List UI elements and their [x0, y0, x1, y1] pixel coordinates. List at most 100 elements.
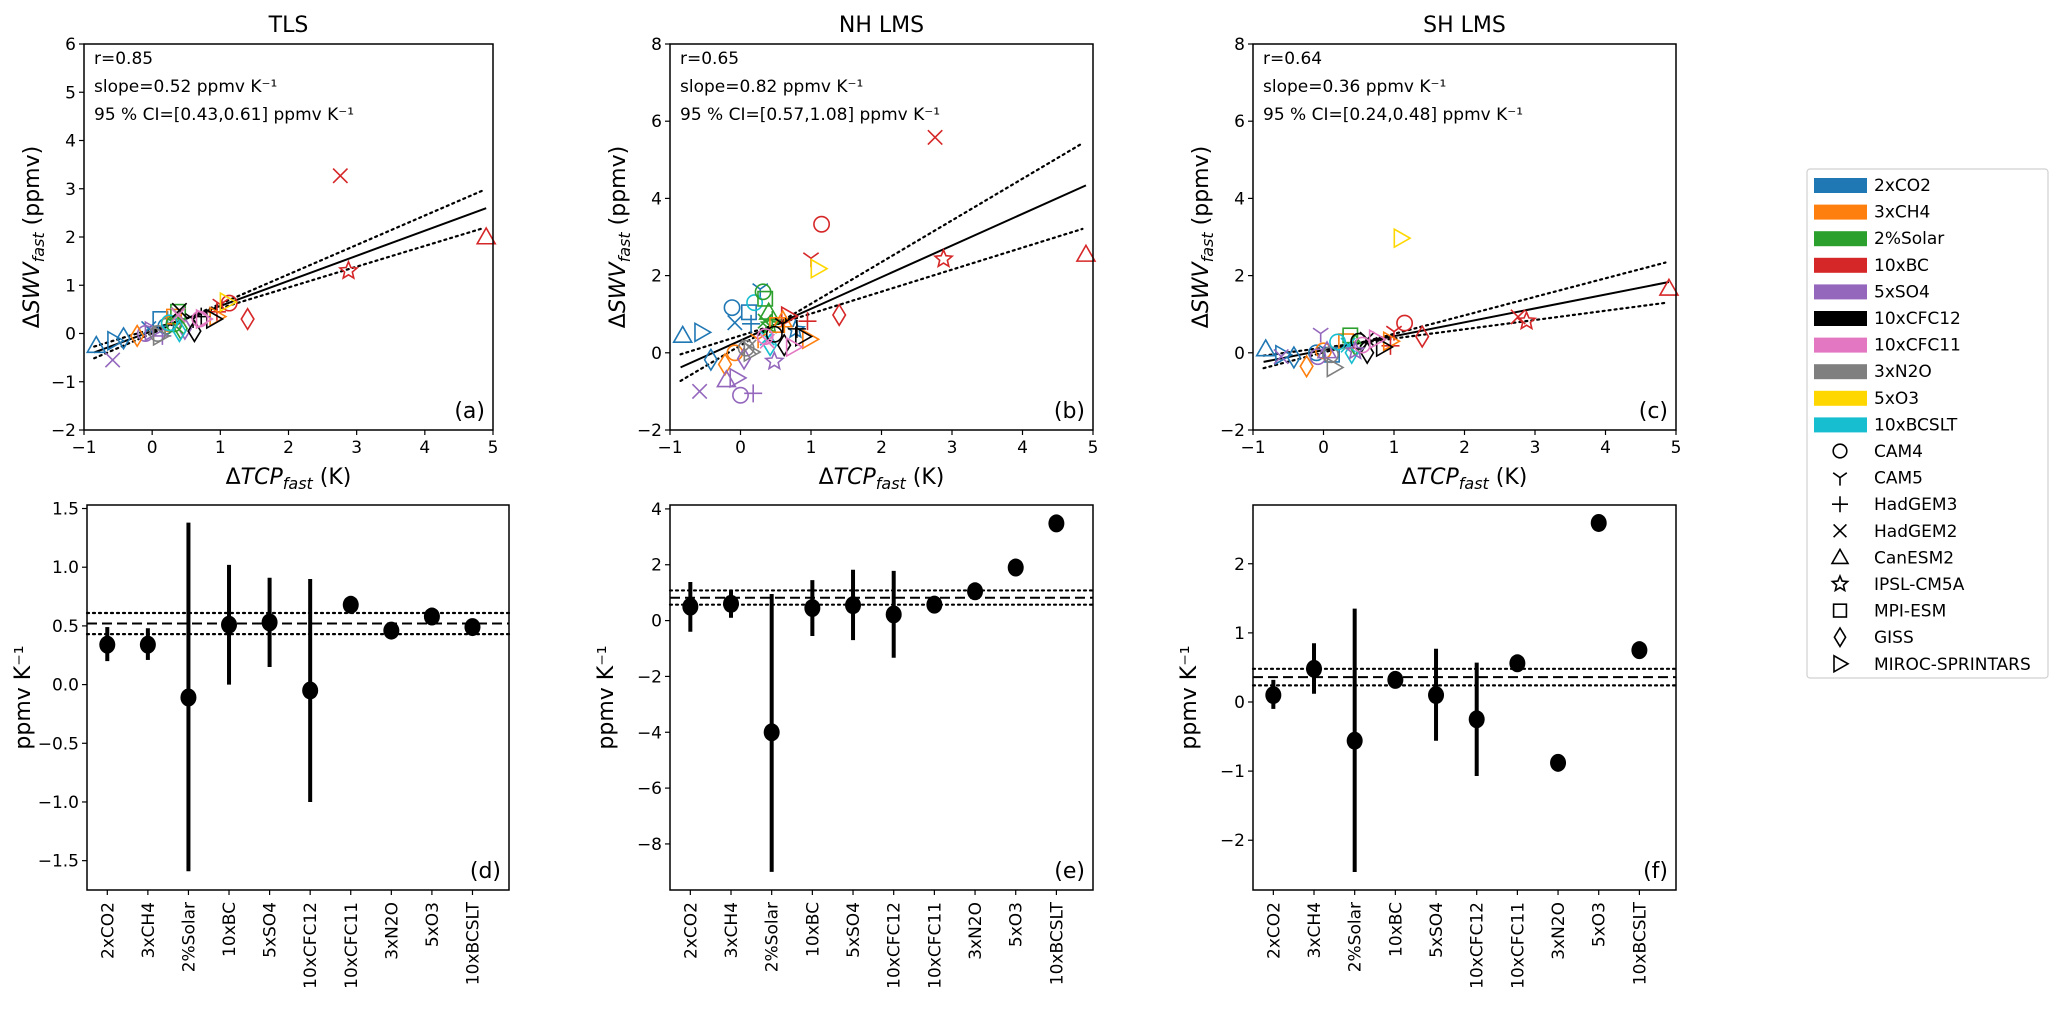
data-point: [776, 333, 792, 357]
y-tick-label: 0: [651, 344, 662, 364]
data-point: [785, 336, 804, 358]
data-point: [1255, 338, 1277, 357]
y-tick-label: 6: [1234, 112, 1245, 132]
ci-upper-line: [93, 189, 484, 360]
category-label: 10xBCSLT: [1630, 901, 1650, 985]
category-label: 10xCFC11: [342, 902, 362, 989]
y-tick-label: 1.0: [52, 558, 79, 578]
data-point: [765, 325, 783, 343]
data-point: [1590, 513, 1607, 532]
panel-b: NH LMS −1 0 1 2 3 4 5 −2 0 2 4 6 8 ΔTCPfast (K) ΔSWVfas…: [606, 13, 1098, 493]
data-point: [831, 303, 847, 327]
legend-label: 2xCO2: [1874, 176, 1931, 196]
legend-frame: [1806, 168, 2049, 679]
x-tick-label: −1: [657, 438, 682, 458]
category-label: 10xCFC12: [301, 902, 321, 989]
y-tick-label: 4: [1234, 189, 1245, 209]
plot-frame: [1252, 504, 1677, 891]
y-tick-label: −8: [637, 835, 662, 855]
annotation-0: r=0.65: [680, 49, 739, 69]
y-tick-label: −0.5: [38, 734, 79, 754]
category-label: 3xCH4: [1305, 902, 1325, 958]
x-tick-label: 5: [488, 438, 499, 458]
panel-title: NH LMS: [839, 13, 924, 38]
x-tick-label: 3: [947, 438, 958, 458]
data-point: [723, 299, 741, 317]
legend-swatch: [1814, 311, 1867, 326]
data-point: [742, 314, 761, 333]
data-point: [810, 258, 829, 280]
legend-swatch: [1814, 178, 1867, 193]
category-label: 2%Solar: [1346, 902, 1366, 972]
data-point: [1306, 659, 1323, 678]
y-tick-label: 4: [651, 189, 662, 209]
legend-label: MPI-ESM: [1874, 602, 1946, 622]
data-point: [932, 247, 955, 268]
annotation-2: 95 % CI=[0.24,0.48] ppmv K⁻¹: [1263, 105, 1523, 125]
data-point: [732, 386, 749, 404]
y-tick-label: 0: [1234, 344, 1245, 364]
data-point: [464, 618, 481, 637]
data-point: [802, 328, 821, 350]
y-tick-label: −4: [637, 723, 662, 743]
category-label: 10xBCSLT: [463, 901, 483, 985]
data-point: [759, 333, 776, 349]
data-point: [1393, 227, 1412, 249]
panel-title: TLS: [268, 13, 309, 38]
data-point: [383, 621, 400, 640]
data-point: [769, 317, 786, 334]
data-point: [1265, 686, 1282, 705]
y-axis-label: ppmv K⁻¹: [594, 645, 619, 749]
panel-label: (b): [1054, 399, 1085, 424]
data-point: [1286, 345, 1302, 370]
data-point: [1344, 339, 1366, 360]
x-tick-label: −1: [71, 438, 96, 458]
panel-label: (d): [470, 859, 501, 884]
legend-label: IPSL-CM5A: [1874, 575, 1965, 595]
y-tick-label: −6: [637, 779, 662, 799]
x-tick-label: 1: [806, 438, 817, 458]
data-point: [1299, 354, 1314, 379]
tri-down-marker-icon: [1832, 472, 1848, 486]
data-point: [302, 681, 319, 700]
annotation-0: r=0.85: [94, 49, 153, 69]
data-point: [1309, 348, 1327, 366]
category-label: 2xCO2: [98, 902, 118, 959]
category-label: 10xCFC12: [1468, 902, 1488, 989]
data-point: [741, 339, 757, 355]
panel-label: (a): [454, 399, 485, 424]
data-point: [729, 367, 748, 389]
y-tick-label: 6: [651, 112, 662, 132]
legend-label: 10xBC: [1874, 256, 1929, 276]
y-tick-label: 8: [1234, 35, 1245, 55]
data-point: [744, 384, 763, 403]
legend-label: 3xN2O: [1874, 362, 1932, 382]
annotation-1: slope=0.52 ppmv K⁻¹: [94, 77, 277, 97]
x-tick-label: 3: [351, 438, 362, 458]
y-axis-label: ppmv K⁻¹: [11, 645, 36, 749]
plot-frame: [1252, 43, 1677, 431]
y-axis-label: ppmv K⁻¹: [1177, 645, 1202, 749]
regression-line: [93, 207, 487, 354]
y-tick-label: 8: [651, 35, 662, 55]
data-point: [1322, 346, 1340, 364]
data-point: [342, 595, 359, 614]
category-label: 2xCO2: [1264, 902, 1284, 959]
y-tick-label: 6: [65, 35, 76, 55]
category-label: 5xO3: [423, 902, 443, 947]
data-point: [1346, 731, 1363, 750]
data-point: [332, 167, 349, 184]
x-tick-label: 1: [215, 438, 226, 458]
x-tick-label: 0: [735, 438, 746, 458]
data-point: [798, 312, 817, 331]
category-label: 5xSO4: [844, 902, 864, 958]
plot-frame: [83, 43, 494, 431]
data-point: [423, 607, 440, 626]
data-point: [107, 330, 126, 352]
y-tick-label: 0: [651, 612, 662, 632]
square-marker-icon: [1832, 603, 1848, 618]
data-point: [1414, 324, 1430, 349]
legend-label: CAM5: [1874, 469, 1923, 489]
data-point: [1428, 686, 1445, 705]
